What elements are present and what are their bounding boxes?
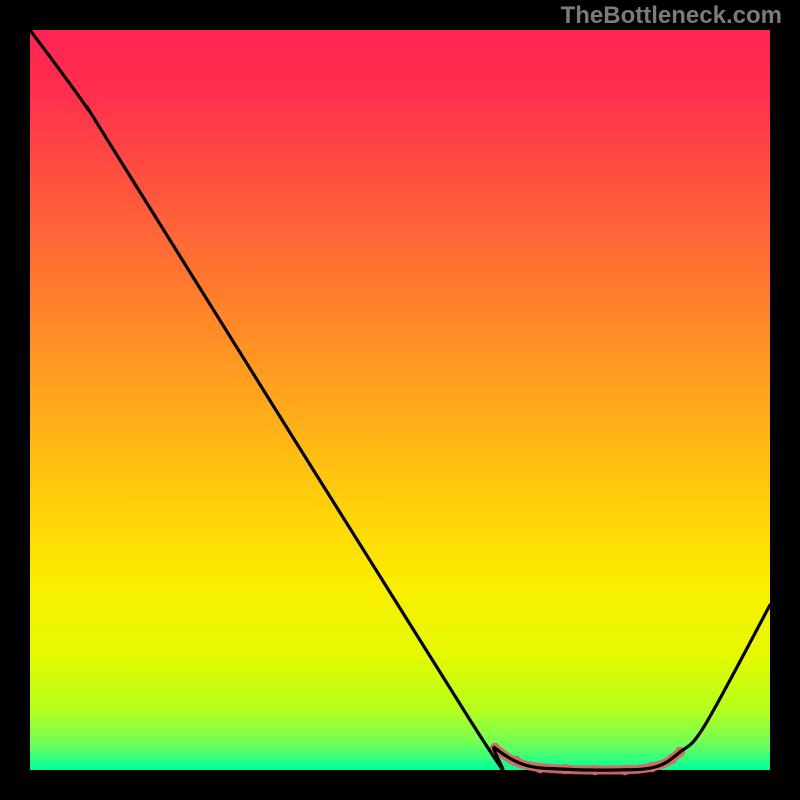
chart-canvas: TheBottleneck.com (0, 0, 800, 800)
gradient-background (30, 30, 770, 770)
bottleneck-curve-chart (0, 0, 800, 800)
